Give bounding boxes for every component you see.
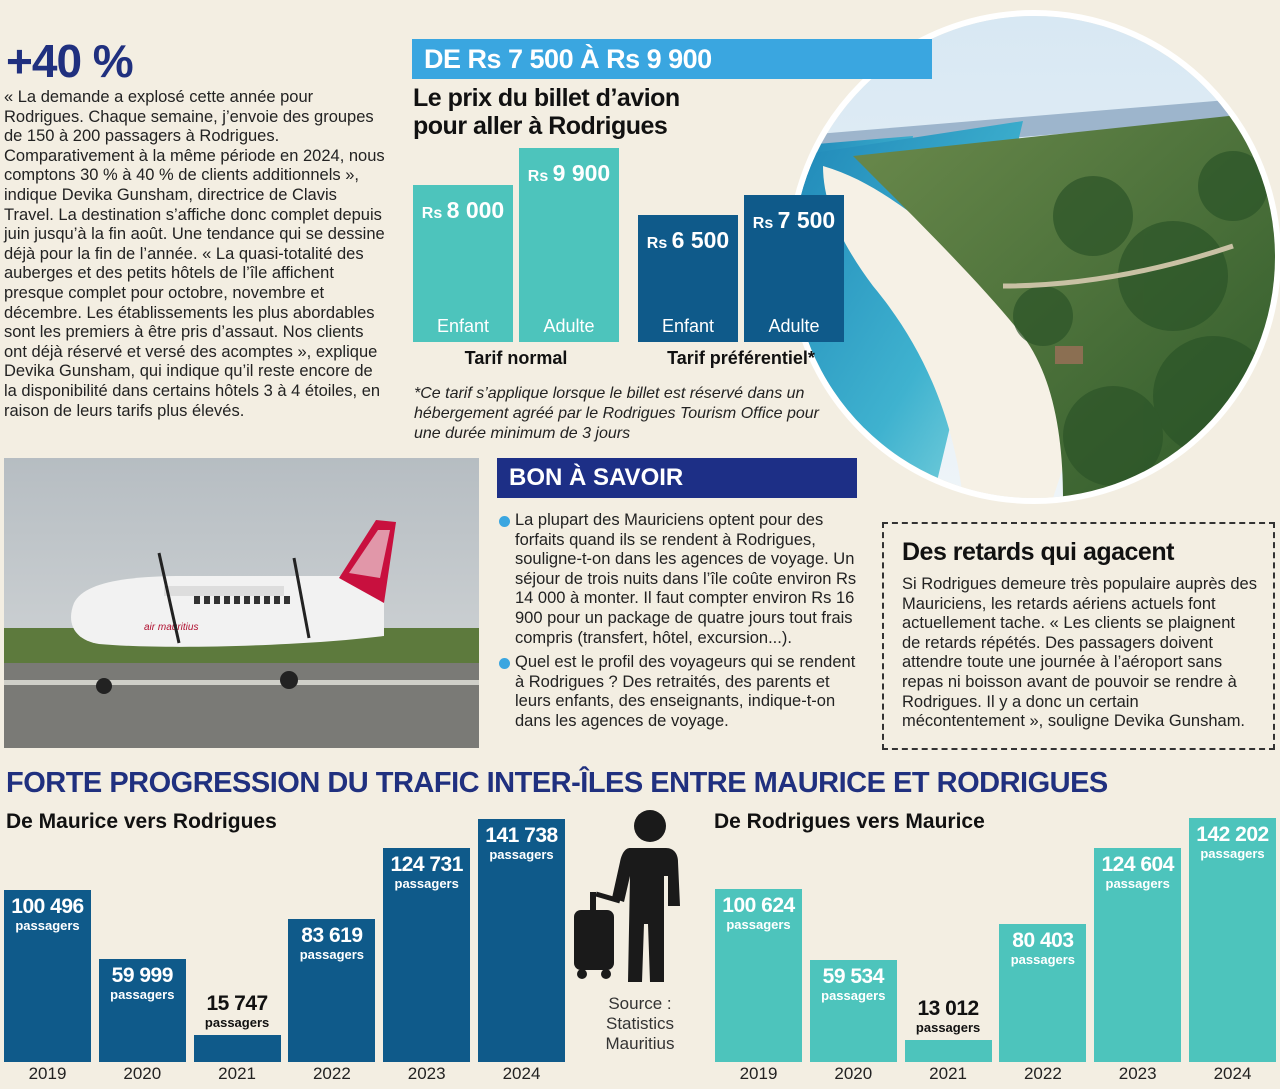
traffic-bar-0-2023	[383, 847, 471, 1062]
price-bar-0-1: Rs 9 900 Adulte	[519, 148, 619, 342]
list-item: Quel est le profil des voyageurs qui se …	[498, 653, 860, 731]
traffic-bar-label: 15 747 passagers	[194, 991, 281, 1030]
bon-a-savoir-list: La plupart des Mauriciens optent pour de…	[498, 511, 860, 737]
price-bar-0-0: Rs 8 000 Enfant	[413, 185, 513, 342]
traffic-bar-value: 15 747	[206, 991, 268, 1015]
price-bar-1-1: Rs 7 500 Adulte	[744, 195, 844, 342]
traffic-bar-label: 59 534 passagers	[810, 964, 897, 1003]
beach-photo	[787, 10, 1280, 504]
price-banner: DE Rs 7 500 À Rs 9 900	[412, 39, 932, 79]
traffic-year-label: 2024	[502, 1064, 541, 1083]
traffic-year-label: 2020	[123, 1064, 162, 1083]
traffic-title: FORTE PROGRESSION DU TRAFIC INTER-ÎLES E…	[6, 767, 1108, 799]
traffic-bar-label: 80 403 passagers	[999, 929, 1086, 968]
traffic-bar-1-2021	[904, 1039, 992, 1062]
traffic-bar-label: 124 604 passagers	[1094, 853, 1181, 892]
retards-title: Des retards qui agacent	[902, 538, 1174, 566]
chart-subtitle-maurice-rodrigues: De Maurice vers Rodrigues	[6, 810, 277, 833]
traffic-bar-label: 124 731 passagers	[383, 852, 470, 891]
price-chart-title: Le prix du billet d’avion pour aller à R…	[413, 84, 680, 140]
traffic-bar-unit: passagers	[489, 846, 554, 862]
traffic-year-label: 2019	[28, 1064, 67, 1083]
intro-paragraph: « La demande a explosé cette année pour …	[4, 88, 385, 420]
price-group-label: Tarif préférentiel*	[667, 348, 815, 368]
traffic-bar-label: 100 496 passagers	[4, 894, 91, 933]
price-bar-value: Rs 6 500	[646, 226, 730, 253]
price-bar-value: Rs 7 500	[752, 207, 836, 234]
traffic-bar-unit: passagers	[1105, 876, 1170, 892]
retards-box: Des retards qui agacent Si Rodrigues dem…	[882, 522, 1275, 750]
traffic-bar-0-2024	[478, 818, 565, 1062]
traffic-bar-unit: passagers	[394, 875, 459, 891]
traffic-bar-0-2019	[4, 889, 91, 1062]
price-title-line-2: pour aller à Rodrigues	[413, 112, 668, 140]
traffic-bar-label: 142 202 passagers	[1189, 823, 1276, 862]
traffic-bar-1-2020	[809, 959, 897, 1062]
traffic-year-label: 2023	[1118, 1064, 1157, 1083]
traffic-bar-value: 83 619	[301, 923, 363, 947]
traffic-bar-value: 124 604	[1101, 853, 1174, 877]
traffic-year-label: 2021	[929, 1064, 967, 1083]
traffic-year-label: 2023	[407, 1064, 446, 1083]
list-item: La plupart des Mauriciens optent pour de…	[498, 511, 860, 648]
traffic-bar-1-2024	[1189, 818, 1276, 1062]
traffic-bar-value: 13 012	[917, 996, 979, 1020]
bon-a-savoir-banner: BON À SAVOIR	[497, 458, 857, 498]
traffic-year-label: 2019	[739, 1064, 778, 1083]
source-note: Source : Statistics Mauritius	[590, 994, 690, 1054]
traffic-bar-1-2019	[715, 889, 802, 1062]
source-line-1: Source :	[608, 994, 672, 1013]
traffic-bar-value: 141 738	[485, 823, 558, 847]
traffic-bar-value: 80 403	[1012, 929, 1074, 953]
traffic-bar-unit: passagers	[1200, 846, 1265, 861]
traffic-bar-unit: passagers	[299, 946, 365, 962]
traffic-bar-0-2022	[288, 918, 376, 1062]
traffic-year-label: 2024	[1213, 1064, 1252, 1083]
traffic-bar-unit: passagers	[204, 1014, 270, 1030]
source-line-2: Statistics	[605, 1014, 675, 1033]
headline-stat: +40 %	[6, 35, 134, 87]
traffic-bar-label: 83 619 passagers	[288, 923, 375, 962]
traffic-bar-value: 100 624	[722, 894, 795, 918]
price-bar-1-0: Rs 6 500 Enfant	[638, 214, 738, 342]
traffic-year-label: 2022	[312, 1064, 351, 1083]
traffic-bar-value: 124 731	[390, 852, 463, 876]
traffic-bar-value: 59 999	[111, 964, 174, 988]
traffic-bar-value: 142 202	[1196, 823, 1269, 846]
traffic-bar-unit: passagers	[726, 917, 791, 933]
traffic-bar-0-2020	[98, 959, 186, 1062]
price-bar-category: Adulte	[543, 316, 595, 336]
traffic-bar-unit: passagers	[110, 987, 175, 1003]
traffic-year-label: 2021	[218, 1064, 256, 1083]
price-footnote: *Ce tarif s’applique lorsque le billet e…	[414, 385, 819, 442]
price-bar-category: Enfant	[436, 315, 490, 336]
price-bar-value: Rs 9 900	[527, 160, 611, 186]
traffic-bar-unit: passagers	[821, 987, 886, 1003]
price-bar-value: Rs 8 000	[421, 197, 505, 224]
traveler-icon	[568, 806, 688, 986]
traffic-year-label: 2022	[1023, 1064, 1062, 1083]
traffic-bar-label: 59 999 passagers	[99, 964, 186, 1003]
price-title-line-1: Le prix du billet d’avion	[413, 84, 680, 112]
traffic-bar-label: 100 624 passagers	[715, 894, 802, 933]
traffic-bar-0-2021	[193, 1034, 281, 1062]
traffic-bar-unit: passagers	[1010, 952, 1076, 968]
traffic-bar-label: 141 738 passagers	[478, 823, 565, 862]
traffic-bar-unit: passagers	[15, 917, 80, 933]
aircraft-photo: air mauritius	[4, 458, 479, 748]
traffic-bar-value: 100 496	[11, 894, 84, 918]
price-bar-category: Enfant	[661, 315, 715, 336]
traffic-bar-1-2022	[999, 924, 1087, 1062]
retards-text: Si Rodrigues demeure très populaire aupr…	[902, 575, 1257, 731]
traffic-year-label: 2020	[834, 1064, 873, 1083]
traffic-bar-value: 59 534	[822, 964, 885, 988]
price-group-label: Tarif normal	[464, 348, 568, 368]
price-bar-category: Adulte	[768, 315, 820, 336]
traffic-bar-1-2023	[1094, 848, 1182, 1062]
traffic-bar-unit: passagers	[915, 1019, 981, 1035]
traffic-bar-label: 13 012 passagers	[905, 996, 992, 1035]
source-line-3: Mauritius	[605, 1034, 675, 1053]
chart-subtitle-rodrigues-maurice: De Rodrigues vers Maurice	[714, 810, 985, 833]
aircraft-livery: air mauritius	[144, 622, 198, 633]
